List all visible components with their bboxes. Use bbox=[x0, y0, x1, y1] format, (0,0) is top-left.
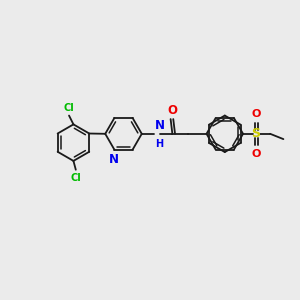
Text: H: H bbox=[155, 139, 163, 149]
Text: O: O bbox=[252, 109, 261, 119]
Text: Cl: Cl bbox=[63, 103, 74, 112]
Text: S: S bbox=[251, 127, 260, 140]
Text: N: N bbox=[155, 119, 165, 132]
Text: O: O bbox=[252, 148, 261, 158]
Text: Cl: Cl bbox=[70, 173, 81, 183]
Text: O: O bbox=[167, 104, 177, 117]
Text: N: N bbox=[110, 153, 119, 166]
